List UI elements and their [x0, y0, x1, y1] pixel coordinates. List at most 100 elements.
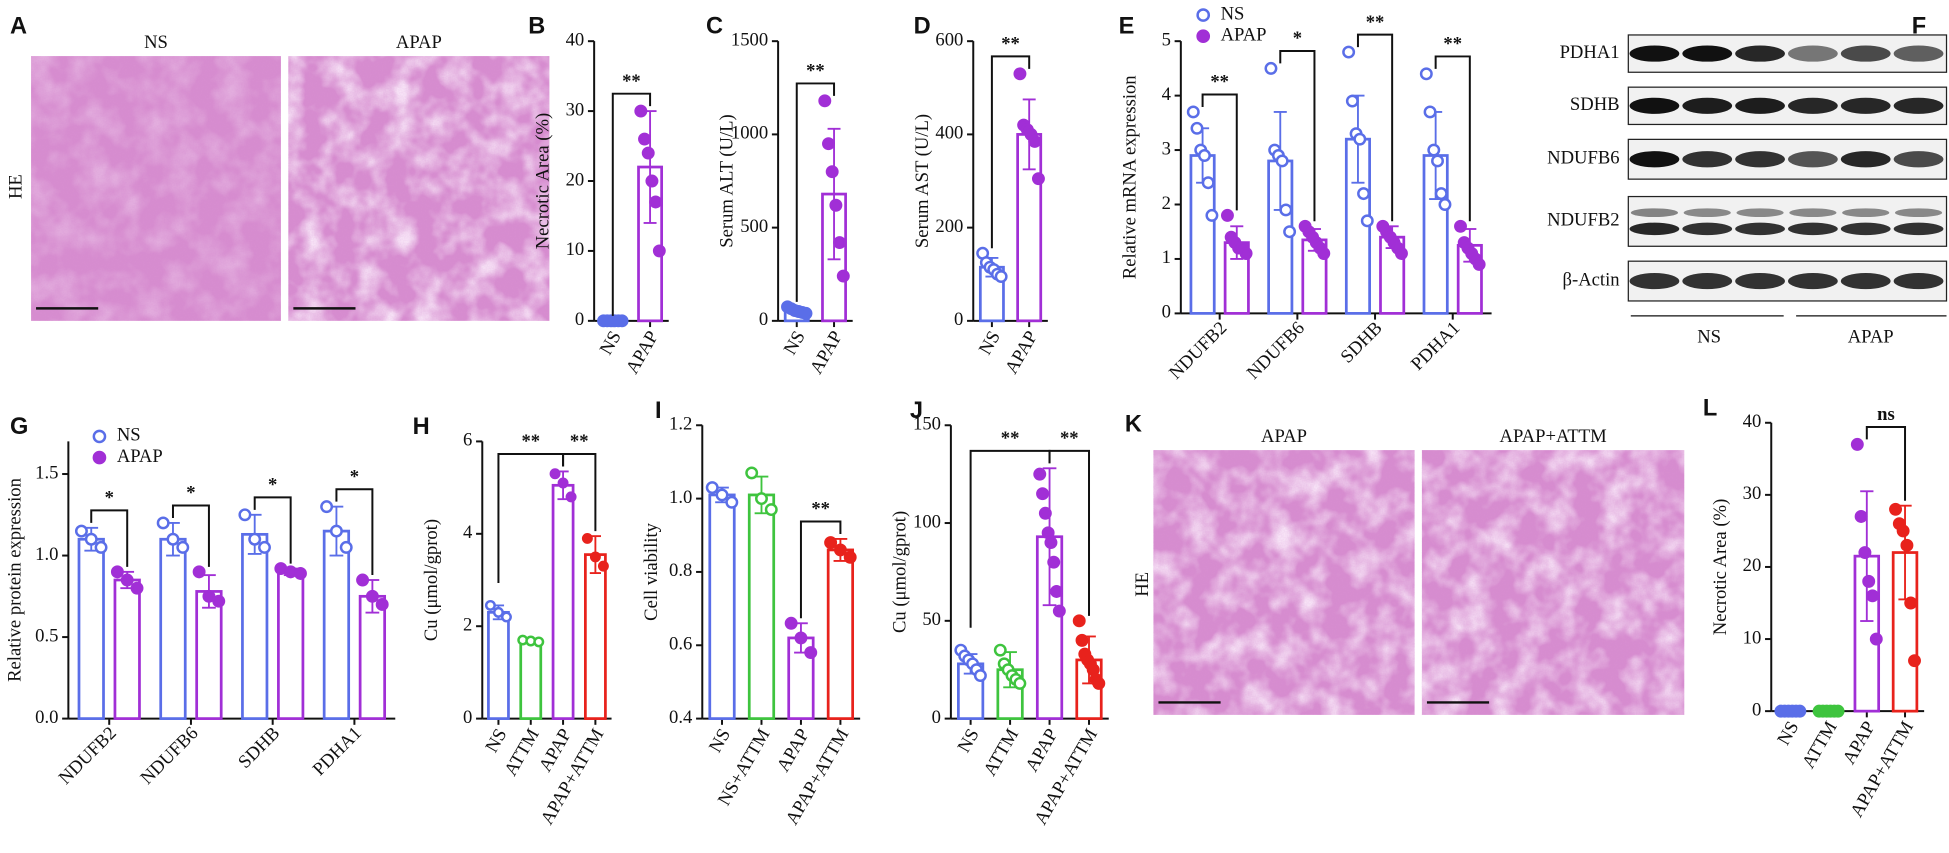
data-point: [1013, 67, 1027, 81]
data-point: [94, 540, 108, 554]
significance-bracket: [253, 496, 292, 564]
bar: [77, 537, 105, 720]
data-point: [1472, 257, 1486, 271]
data-point: [1190, 121, 1204, 135]
y-tick-label: 30: [566, 99, 585, 120]
y-tick-label: 1500: [731, 29, 768, 50]
data-point: [1434, 187, 1448, 201]
blot-band: [1788, 151, 1838, 168]
significance-label: **: [806, 61, 825, 82]
panel-letter: K: [1125, 411, 1142, 437]
data-point: [589, 551, 601, 563]
data-point: [994, 270, 1008, 284]
data-point: [1092, 676, 1106, 690]
image-label: APAP: [1261, 426, 1307, 447]
x-tick-label: APAP: [806, 327, 847, 377]
data-point: [1201, 176, 1215, 190]
data-point: [92, 429, 107, 444]
data-point: [843, 550, 857, 564]
y-axis-label: Necrotic Area (%): [533, 113, 554, 250]
blot-band: [1840, 97, 1891, 114]
data-point: [557, 477, 569, 489]
blot-band: [1735, 272, 1785, 290]
blot-band: [1840, 151, 1891, 168]
x-tick-label: NS: [596, 327, 626, 358]
data-point: [238, 508, 252, 522]
data-point: [294, 567, 307, 580]
bar: [322, 529, 351, 720]
image-label: NS: [144, 32, 168, 53]
x-tick-label: NDUFB6: [1243, 318, 1309, 384]
data-point: [1423, 105, 1437, 119]
micrograph-grain: [1421, 450, 1685, 715]
bar: [519, 639, 543, 720]
y-tick-label: 1.0: [669, 487, 692, 508]
blot-band: [1735, 97, 1785, 114]
x-tick-label: APAP: [1839, 718, 1880, 768]
group-label: APAP: [1848, 327, 1894, 348]
significance-label: **: [1001, 428, 1020, 449]
data-point: [641, 146, 655, 160]
significance-bracket: [1434, 55, 1471, 222]
image-label: APAP: [396, 32, 442, 53]
stain-label: HE: [1132, 572, 1153, 597]
data-point: [1275, 154, 1289, 168]
bar: [277, 570, 305, 720]
data-point: [755, 492, 768, 506]
blot-band: [1840, 222, 1891, 236]
data-point: [652, 244, 666, 258]
data-point: [1345, 94, 1359, 108]
data-point: [1038, 506, 1052, 520]
bar: [113, 578, 141, 720]
data-point: [166, 532, 180, 546]
y-tick-label: 0.0: [35, 707, 58, 728]
y-tick-label: 4: [463, 522, 473, 543]
data-point: [1395, 247, 1408, 260]
data-point: [1205, 208, 1219, 222]
data-point: [784, 616, 798, 630]
blot-band: [1893, 272, 1944, 290]
significance-label: **: [622, 71, 641, 92]
data-point: [1047, 555, 1061, 569]
data-point: [1196, 8, 1211, 22]
data-point: [1317, 247, 1331, 260]
data-point: [110, 565, 124, 579]
data-point: [833, 236, 847, 250]
y-tick-label: 10: [566, 239, 585, 260]
data-point: [1044, 536, 1058, 550]
blot-band: [1629, 45, 1680, 62]
data-point: [1360, 214, 1374, 228]
y-axis-label: Cu (μmol/gprot): [889, 511, 910, 633]
blot-band: [1840, 45, 1891, 62]
data-point: [365, 589, 379, 603]
data-point: [1052, 604, 1066, 618]
data-point: [1896, 524, 1910, 538]
blot-band: [1788, 222, 1838, 236]
panel-letter: D: [914, 14, 931, 40]
micrograph-grain: [31, 56, 281, 321]
data-point: [824, 536, 838, 550]
bar: [487, 610, 510, 720]
micrograph-grain: [288, 56, 550, 321]
blot-band: [1788, 97, 1838, 114]
significance-label: *: [1293, 28, 1302, 49]
data-point: [84, 532, 98, 546]
group-label: NS: [1697, 327, 1721, 348]
bar: [708, 493, 736, 720]
significance-label: **: [570, 431, 589, 452]
data-point: [705, 481, 719, 495]
data-point: [1353, 132, 1367, 146]
y-tick-label: 1.2: [669, 414, 692, 435]
data-point: [993, 643, 1007, 657]
data-point: [1264, 61, 1278, 75]
data-point: [1858, 546, 1872, 560]
x-tick-label: NS: [954, 725, 984, 756]
protein-label: SDHB: [1570, 94, 1620, 115]
y-tick-label: 150: [913, 414, 941, 435]
y-tick-label: 100: [913, 511, 941, 532]
y-tick-label: 6: [463, 430, 472, 451]
blot-strip: [1627, 260, 1948, 302]
blot-band: [1682, 151, 1733, 168]
y-tick-label: 400: [935, 123, 963, 144]
blot-band: [1894, 208, 1943, 218]
